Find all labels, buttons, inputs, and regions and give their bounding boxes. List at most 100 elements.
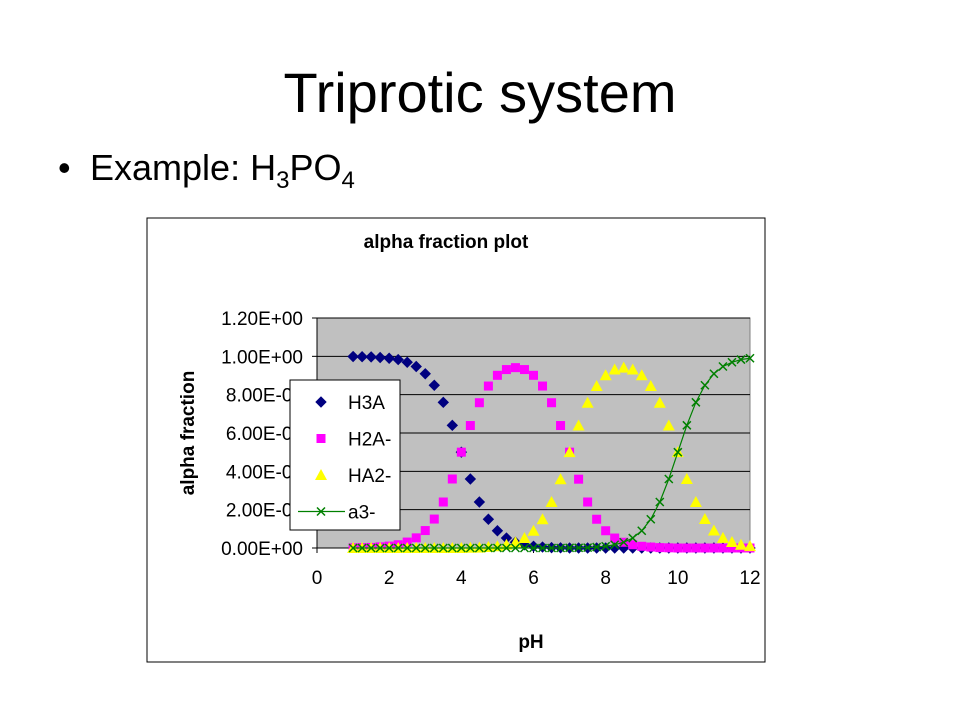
marker-square — [610, 533, 620, 543]
marker-square — [420, 526, 430, 536]
marker-diamond — [464, 473, 477, 485]
marker-x — [646, 514, 656, 524]
marker-triangle — [725, 536, 738, 548]
marker-x — [465, 543, 475, 553]
marker-x — [501, 543, 511, 553]
legend-label: H3A — [348, 393, 385, 414]
marker-square — [646, 542, 656, 552]
marker-square — [465, 421, 475, 431]
marker-x — [637, 526, 647, 536]
marker-square — [556, 421, 566, 431]
marker-x — [583, 543, 593, 553]
marker-square — [664, 543, 674, 553]
marker-x — [709, 369, 719, 379]
marker-x — [610, 540, 620, 550]
y-tick-label: 0.00E+00 — [221, 539, 303, 560]
marker-square — [316, 434, 326, 443]
marker-diamond — [392, 353, 404, 366]
marker-square — [727, 543, 737, 553]
marker-square — [529, 370, 538, 380]
x-axis-label: pH — [518, 632, 543, 653]
marker-diamond — [401, 356, 413, 368]
marker-x — [316, 506, 326, 517]
marker-x — [528, 543, 539, 553]
legend-label: HA2- — [348, 466, 391, 487]
marker-square — [691, 543, 701, 553]
y-tick-label: 1.20E+00 — [221, 309, 303, 330]
marker-x — [420, 543, 430, 553]
marker-x — [411, 543, 421, 553]
marker-x — [682, 420, 692, 430]
marker-square — [519, 365, 529, 375]
marker-square — [655, 543, 665, 553]
marker-square — [510, 363, 520, 373]
marker-triangle — [545, 496, 558, 507]
legend-label: a3- — [348, 503, 375, 524]
y-tick-label: 6.00E-01 — [226, 424, 303, 445]
marker-square — [574, 474, 584, 484]
marker-diamond — [356, 351, 368, 363]
marker-x — [384, 543, 394, 553]
marker-x — [619, 537, 629, 547]
marker-x — [547, 543, 557, 553]
marker-diamond — [428, 379, 440, 391]
slide-title: Triprotic system — [283, 61, 676, 124]
marker-x — [601, 541, 611, 551]
marker-square — [411, 533, 421, 543]
marker-x — [664, 474, 674, 484]
x-tick-label: 12 — [739, 568, 760, 589]
marker-x — [691, 397, 701, 407]
marker-x — [556, 543, 566, 553]
x-tick-label: 8 — [600, 568, 611, 589]
marker-square — [628, 540, 638, 550]
marker-triangle — [482, 541, 495, 553]
marker-x — [474, 543, 484, 553]
marker-diamond — [383, 352, 395, 364]
x-tick-label: 2 — [384, 568, 395, 589]
marker-x — [438, 543, 448, 553]
marker-x — [492, 543, 502, 553]
marker-triangle — [599, 369, 612, 381]
marker-triangle — [554, 473, 567, 485]
marker-square — [492, 370, 502, 380]
marker-x — [718, 361, 728, 372]
marker-triangle — [536, 513, 549, 525]
bullet-part: Example: H — [90, 147, 276, 188]
marker-diamond — [446, 419, 459, 432]
marker-diamond — [473, 496, 486, 508]
marker-x — [537, 543, 548, 553]
marker-triangle — [707, 524, 720, 536]
marker-x — [357, 543, 367, 553]
marker-triangle — [662, 419, 675, 431]
marker-x — [736, 355, 746, 365]
marker-diamond — [437, 396, 449, 409]
bullet-dot: • — [58, 147, 71, 188]
marker-square — [700, 543, 710, 553]
marker-square — [429, 514, 439, 524]
bullet-sub: 3 — [276, 167, 289, 194]
marker-triangle — [572, 419, 585, 431]
marker-triangle — [590, 380, 603, 392]
marker-square — [709, 543, 719, 553]
marker-triangle — [581, 396, 594, 408]
marker-x — [402, 543, 412, 553]
marker-diamond — [482, 513, 495, 525]
marker-x — [348, 543, 358, 553]
marker-triangle — [635, 369, 648, 381]
marker-triangle — [653, 396, 666, 408]
legend-box — [289, 379, 401, 531]
bullet-sub: 4 — [341, 167, 354, 194]
marker-triangle — [734, 538, 747, 550]
marker-diamond — [491, 525, 504, 537]
x-tick-label: 4 — [456, 568, 467, 589]
marker-square — [718, 543, 728, 553]
marker-x — [510, 543, 520, 553]
marker-triangle — [698, 513, 711, 525]
x-tick-label: 10 — [667, 568, 688, 589]
legend: H3A H2A- HA2- a3- — [289, 379, 401, 531]
marker-square — [438, 497, 448, 507]
marker-square — [474, 398, 484, 408]
marker-square — [447, 474, 457, 484]
legend-label: H2A- — [348, 430, 391, 451]
